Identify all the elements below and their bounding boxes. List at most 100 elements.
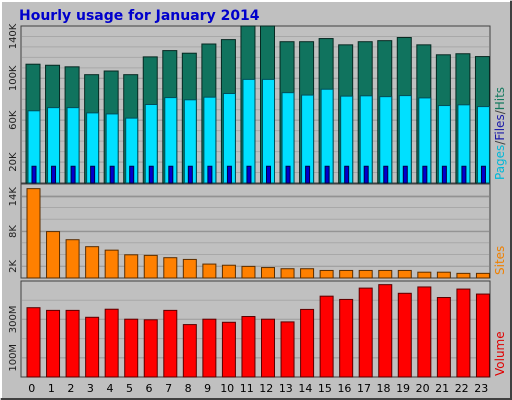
chart-title: Hourly usage for January 2014 (19, 8, 260, 24)
volume-bar-1 (46, 309, 61, 378)
volume-bar-6 (143, 319, 158, 378)
sites-bar-22 (456, 272, 471, 279)
volume-bar-13 (280, 321, 295, 378)
x-tick-label: 19 (396, 382, 410, 395)
y-ticks: 100M 300M (8, 306, 19, 372)
sites-bar-18 (378, 269, 393, 279)
volume-bar-4 (104, 308, 119, 378)
bars (26, 284, 490, 378)
pages-bar-16 (344, 165, 350, 184)
x-tick-label: 23 (474, 382, 488, 395)
pages-bar-18 (383, 165, 389, 184)
sites-bar-21 (436, 271, 451, 279)
y-axis-label-part: / (493, 109, 507, 114)
pages-bar-14 (305, 165, 311, 184)
pages-bar-6 (148, 165, 154, 184)
pages-bar-0 (31, 165, 37, 184)
x-tick-label: 18 (377, 382, 391, 395)
volume-bar-3 (85, 316, 100, 378)
y-axis-label-part: Hits (493, 87, 507, 110)
y-tick-label: 60K (8, 110, 19, 130)
y-axis-label: Volume (493, 331, 507, 376)
volume-bar-9 (202, 318, 217, 378)
sites-bar-2 (65, 239, 80, 279)
x-tick-label: 10 (220, 382, 234, 395)
x-tick-label: 9 (204, 382, 211, 395)
y-tick-label: 140K (8, 23, 19, 49)
x-tick-label: 16 (337, 382, 351, 395)
volume-bar-10 (221, 321, 236, 378)
sites-panel: 2K 8K 14K Sites (8, 183, 507, 279)
volume-bar-15 (319, 295, 334, 378)
sites-bar-16 (339, 269, 354, 279)
volume-bar-2 (65, 309, 80, 378)
volume-bar-16 (339, 298, 354, 378)
pages-bar-17 (363, 165, 369, 184)
sites-bar-20 (417, 271, 432, 279)
sites-bar-12 (261, 267, 275, 279)
sites-bar-3 (85, 246, 100, 279)
pages-bar-15 (324, 165, 330, 184)
volume-bar-20 (417, 286, 432, 378)
x-tick-label: 8 (185, 382, 192, 395)
sites-bar-1 (46, 231, 61, 279)
x-tick-label: 21 (435, 382, 449, 395)
sites-bar-0 (26, 188, 41, 279)
x-tick-label: 6 (146, 382, 153, 395)
volume-bar-14 (300, 308, 315, 378)
volume-bar-11 (241, 316, 256, 378)
sites-bar-13 (280, 268, 295, 279)
sites-bar-6 (143, 254, 158, 279)
x-tick-label: 5 (126, 382, 133, 395)
y-axis-label-part: Files (493, 114, 507, 140)
panel-plot-area (20, 25, 491, 184)
sites-bar-11 (241, 265, 256, 279)
pages-bar-13 (285, 165, 291, 184)
y-axis-label: Pages/Files/Hits (493, 87, 507, 180)
sites-bar-23 (475, 272, 490, 279)
sites-bar-15 (319, 269, 334, 279)
volume-bar-21 (436, 297, 451, 378)
volume-bar-23 (475, 293, 490, 378)
gridlines (22, 195, 489, 267)
pages-bar-3 (90, 165, 96, 184)
y-ticks: 2K 8K 14K (8, 187, 19, 273)
sites-bar-7 (163, 257, 178, 279)
y-ticks: 20K 60K 100K 140K (8, 23, 19, 172)
x-tick-label: 13 (279, 382, 293, 395)
volume-bar-17 (358, 287, 373, 378)
volume-bar-7 (163, 309, 178, 378)
x-axis-labels: 0 1 2 3 4 5 6 7 8 9 10 11 12 13 14 15 16 17 18 19 20 21 22 23 (28, 382, 488, 395)
x-tick-label: 0 (28, 382, 35, 395)
volume-bar-8 (182, 324, 197, 378)
pages-bar-22 (461, 165, 467, 184)
x-tick-label: 12 (259, 382, 273, 395)
sites-bar-5 (124, 254, 139, 279)
pages-bar-7 (168, 165, 174, 184)
sites-bar-4 (104, 249, 119, 279)
volume-bar-19 (397, 292, 412, 378)
y-tick-label: 2K (8, 259, 19, 272)
pages-bar-9 (207, 165, 213, 184)
y-tick-label: 100K (8, 65, 19, 91)
sites-bar-17 (358, 269, 373, 279)
pages-bar-8 (187, 165, 193, 184)
x-tick-label: 14 (298, 382, 312, 395)
x-tick-label: 17 (357, 382, 371, 395)
x-tick-label: 4 (106, 382, 113, 395)
pages-bar-4 (109, 165, 115, 184)
bars (26, 188, 490, 279)
sites-bar-10 (221, 264, 236, 279)
sites-bar-8 (182, 258, 197, 279)
pages-bar-11 (246, 165, 252, 184)
x-tick-label: 20 (416, 382, 430, 395)
pages-bar-23 (480, 165, 486, 184)
pages-bar-10 (226, 165, 232, 184)
volume-bar-12 (261, 318, 275, 378)
x-tick-label: 1 (48, 382, 55, 395)
x-tick-label: 3 (87, 382, 94, 395)
volume-bar-22 (456, 288, 471, 378)
